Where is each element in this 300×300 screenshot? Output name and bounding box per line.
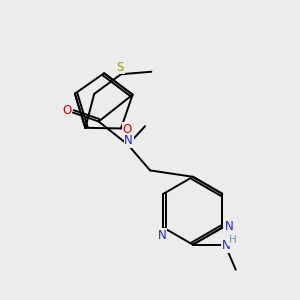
Text: O: O — [62, 104, 71, 117]
Text: H: H — [229, 235, 237, 245]
Text: N: N — [225, 220, 234, 233]
Text: O: O — [123, 123, 132, 136]
Text: N: N — [222, 239, 230, 252]
Text: N: N — [124, 134, 133, 147]
Text: N: N — [158, 229, 167, 242]
Text: S: S — [117, 61, 124, 74]
